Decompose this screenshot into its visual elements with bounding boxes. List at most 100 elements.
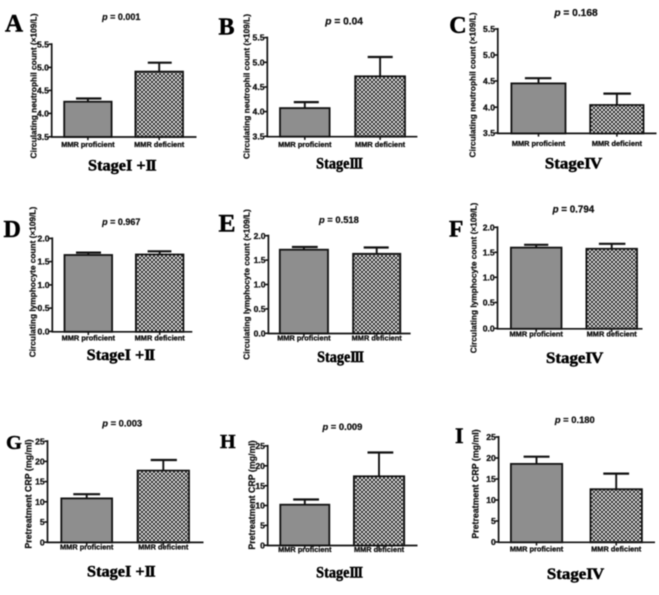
svg-text:MMR proficient: MMR proficient [60,543,114,552]
svg-text:MMR proficient: MMR proficient [278,140,332,149]
svg-text:p = 0.009: p = 0.009 [321,421,362,432]
svg-text:4.5: 4.5 [37,86,49,96]
svg-text:MMR proficient: MMR proficient [61,140,115,149]
svg-text:1.5: 1.5 [483,247,495,257]
svg-text:p = 0.001: p = 0.001 [101,12,140,22]
svg-text:0: 0 [491,537,496,547]
svg-text:25: 25 [255,441,265,451]
svg-text:MMR proficient: MMR proficient [510,545,564,554]
svg-text:5.5: 5.5 [253,33,265,43]
svg-text:Circulating neutrophil count (: Circulating neutrophil count (×109/L) [242,14,252,159]
svg-text:Circulating neutrophil count (: Circulating neutrophil count (×109/L) [468,12,478,157]
svg-text:StageIII: StageIII [316,156,363,173]
svg-text:15: 15 [35,477,45,487]
svg-text:Pretreatment CRP (mg/ml): Pretreatment CRP (mg/ml) [471,429,481,538]
svg-text:StageIV: StageIV [545,155,603,172]
svg-text:p = 0.794: p = 0.794 [552,205,595,216]
svg-text:MMR deficient: MMR deficient [352,334,403,343]
svg-text:MMR proficient: MMR proficient [510,330,564,339]
svg-text:MMR deficient: MMR deficient [587,330,638,339]
svg-text:5.0: 5.0 [37,63,49,73]
svg-text:StageI +II: StageI +II [88,158,156,175]
svg-text:5.5: 5.5 [483,24,495,34]
svg-text:3.5: 3.5 [253,131,265,141]
svg-text:MMR deficient: MMR deficient [134,140,185,149]
svg-text:10: 10 [486,495,496,505]
svg-text:1.0: 1.0 [483,272,495,282]
svg-text:StageIV: StageIV [546,349,604,366]
svg-text:15: 15 [486,474,496,484]
svg-text:MMR proficient: MMR proficient [512,139,566,148]
svg-text:A: A [5,10,23,37]
svg-text:3.5: 3.5 [483,128,495,138]
svg-text:10: 10 [35,497,45,507]
svg-text:0.5: 0.5 [483,298,495,308]
svg-text:p = 0.04: p = 0.04 [324,17,363,28]
svg-text:3.5: 3.5 [37,132,49,142]
svg-text:20: 20 [255,461,265,471]
svg-text:0: 0 [40,537,45,547]
svg-text:5.0: 5.0 [483,50,495,60]
svg-text:25: 25 [35,436,45,446]
svg-text:StageI +II: StageI +II [87,564,155,581]
svg-text:MMR deficient: MMR deficient [592,139,643,148]
svg-text:H: H [220,431,236,453]
svg-text:D: D [4,217,21,243]
svg-text:1.5: 1.5 [38,257,50,267]
svg-text:2.0: 2.0 [254,231,266,241]
svg-text:StageIII: StageIII [316,565,363,582]
svg-text:StageI +II: StageI +II [87,347,155,364]
svg-text:StageIV: StageIV [547,566,605,583]
svg-text:0.0: 0.0 [38,327,50,337]
svg-text:0.0: 0.0 [483,324,495,334]
svg-text:4.0: 4.0 [483,102,495,112]
svg-text:Circulating lymphocyte count (: Circulating lymphocyte count (×109/L) [28,207,38,358]
svg-text:20: 20 [35,457,45,467]
svg-text:E: E [219,209,236,238]
svg-text:4.0: 4.0 [253,107,265,117]
svg-text:20: 20 [486,453,496,463]
svg-text:2.0: 2.0 [483,222,495,232]
svg-text:1.5: 1.5 [254,255,266,265]
svg-text:C: C [449,13,466,39]
svg-text:1.0: 1.0 [254,280,266,290]
svg-text:4.5: 4.5 [483,76,495,86]
svg-text:MMR proficient: MMR proficient [277,334,331,343]
svg-text:I: I [455,423,464,448]
svg-text:p = 0.180: p = 0.180 [554,414,595,425]
svg-text:15: 15 [255,481,265,491]
svg-text:0: 0 [260,540,265,550]
svg-text:MMR deficient: MMR deficient [354,545,405,554]
svg-text:MMR proficient: MMR proficient [278,545,332,554]
svg-text:25: 25 [486,432,496,442]
svg-text:1.0: 1.0 [38,280,50,290]
svg-text:MMR deficient: MMR deficient [138,543,189,552]
svg-text:MMR deficient: MMR deficient [591,545,642,554]
svg-text:0.5: 0.5 [38,303,50,313]
svg-text:5: 5 [260,521,265,531]
svg-text:MMR deficient: MMR deficient [355,140,406,149]
svg-text:5: 5 [40,517,45,527]
svg-text:10: 10 [255,501,265,511]
svg-text:p = 0.003: p = 0.003 [101,418,142,429]
svg-text:p = 0.967: p = 0.967 [101,217,140,227]
svg-text:4.5: 4.5 [253,82,265,92]
svg-text:2.0: 2.0 [38,234,50,244]
svg-text:5.0: 5.0 [253,57,265,67]
svg-text:MMR proficient: MMR proficient [62,334,116,343]
svg-text:5.5: 5.5 [37,39,49,49]
svg-text:p = 0.168: p = 0.168 [553,8,598,19]
svg-text:G: G [6,432,22,454]
svg-text:0.5: 0.5 [254,304,266,314]
svg-text:MMR deficient: MMR deficient [135,334,186,343]
svg-text:B: B [219,15,235,41]
svg-text:4.0: 4.0 [37,109,49,119]
svg-text:Circulating lymphocyte count (: Circulating lymphocyte count (×109/L) [469,203,479,354]
svg-text:Pretreatment CRP (mg/ml): Pretreatment CRP (mg/ml) [24,439,34,548]
svg-text:5: 5 [491,516,496,526]
svg-text:F: F [449,217,463,243]
svg-text:Circulating neutrophil count (: Circulating neutrophil count (×109/L) [29,13,39,158]
svg-text:p = 0.518: p = 0.518 [318,214,359,225]
svg-text:Circulating lymphocyte count (: Circulating lymphocyte count (×109/L) [242,209,252,360]
svg-text:0.0: 0.0 [254,328,266,338]
